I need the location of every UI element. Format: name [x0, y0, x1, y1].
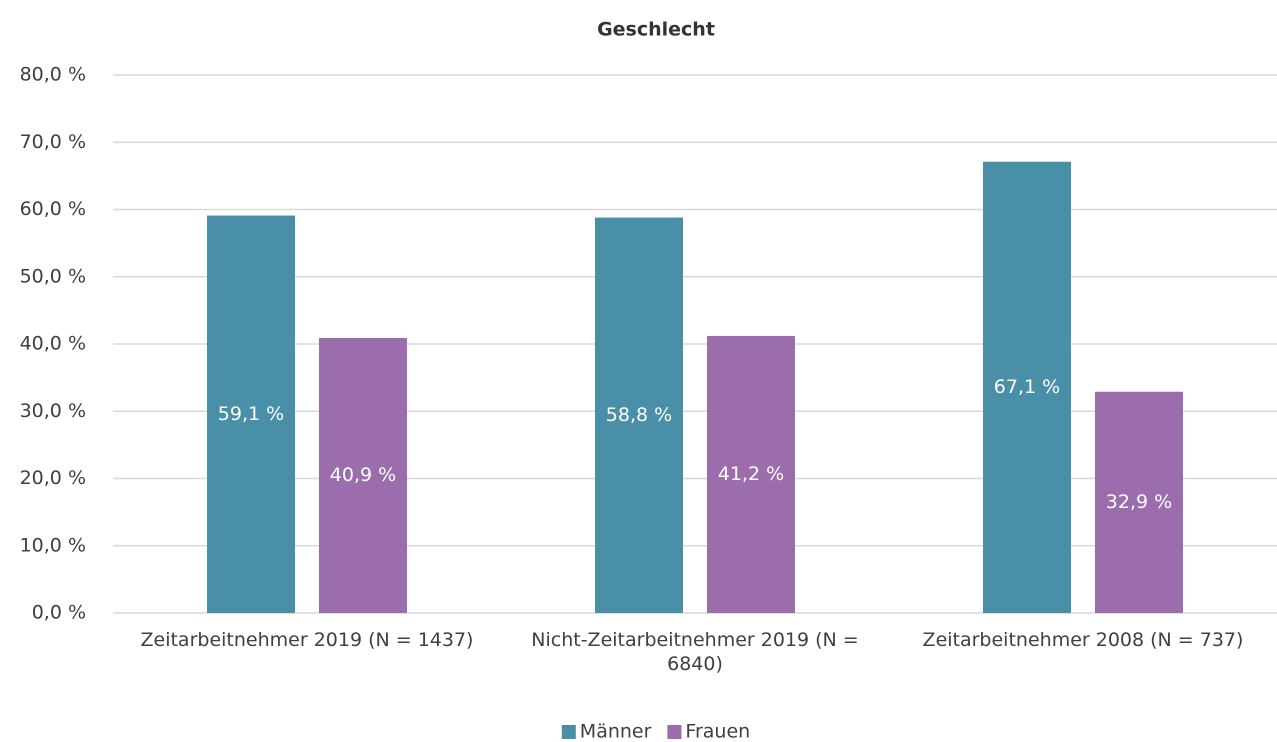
bar — [983, 161, 1071, 613]
y-tick-label: 70,0 % — [20, 131, 86, 153]
y-tick-label: 10,0 % — [20, 534, 86, 556]
data-label: 41,2 % — [718, 463, 784, 485]
y-tick-label: 40,0 % — [20, 333, 86, 355]
y-tick-label: 30,0 % — [20, 400, 86, 422]
data-label: 59,1 % — [218, 403, 284, 425]
chart-title: Geschlecht — [597, 19, 715, 41]
y-tick-label: 80,0 % — [20, 64, 86, 86]
x-tick-label: Nicht-Zeitarbeitnehmer 2019 (N = 6840) — [531, 629, 859, 675]
bar — [1095, 391, 1183, 613]
data-label: 32,9 % — [1106, 491, 1172, 513]
y-tick-label: 60,0 % — [20, 198, 86, 220]
legend-label: Frauen — [685, 721, 750, 742]
legend-label: Männer — [580, 721, 652, 742]
y-tick-label: 0,0 % — [32, 602, 86, 624]
x-tick-label: Zeitarbeitnehmer 2019 (N = 1437) — [140, 629, 474, 651]
data-label: 40,9 % — [330, 464, 396, 486]
bar — [707, 335, 795, 613]
y-tick-label: 50,0 % — [20, 265, 86, 287]
bar — [319, 337, 407, 613]
legend-swatch — [561, 725, 576, 739]
data-label: 67,1 % — [994, 376, 1060, 398]
legend-swatch — [667, 725, 682, 739]
bar — [207, 215, 295, 614]
bar — [595, 217, 683, 613]
y-tick-label: 20,0 % — [20, 467, 86, 489]
data-label: 58,8 % — [606, 404, 672, 426]
x-tick-label: Zeitarbeitnehmer 2008 (N = 737) — [922, 629, 1244, 651]
